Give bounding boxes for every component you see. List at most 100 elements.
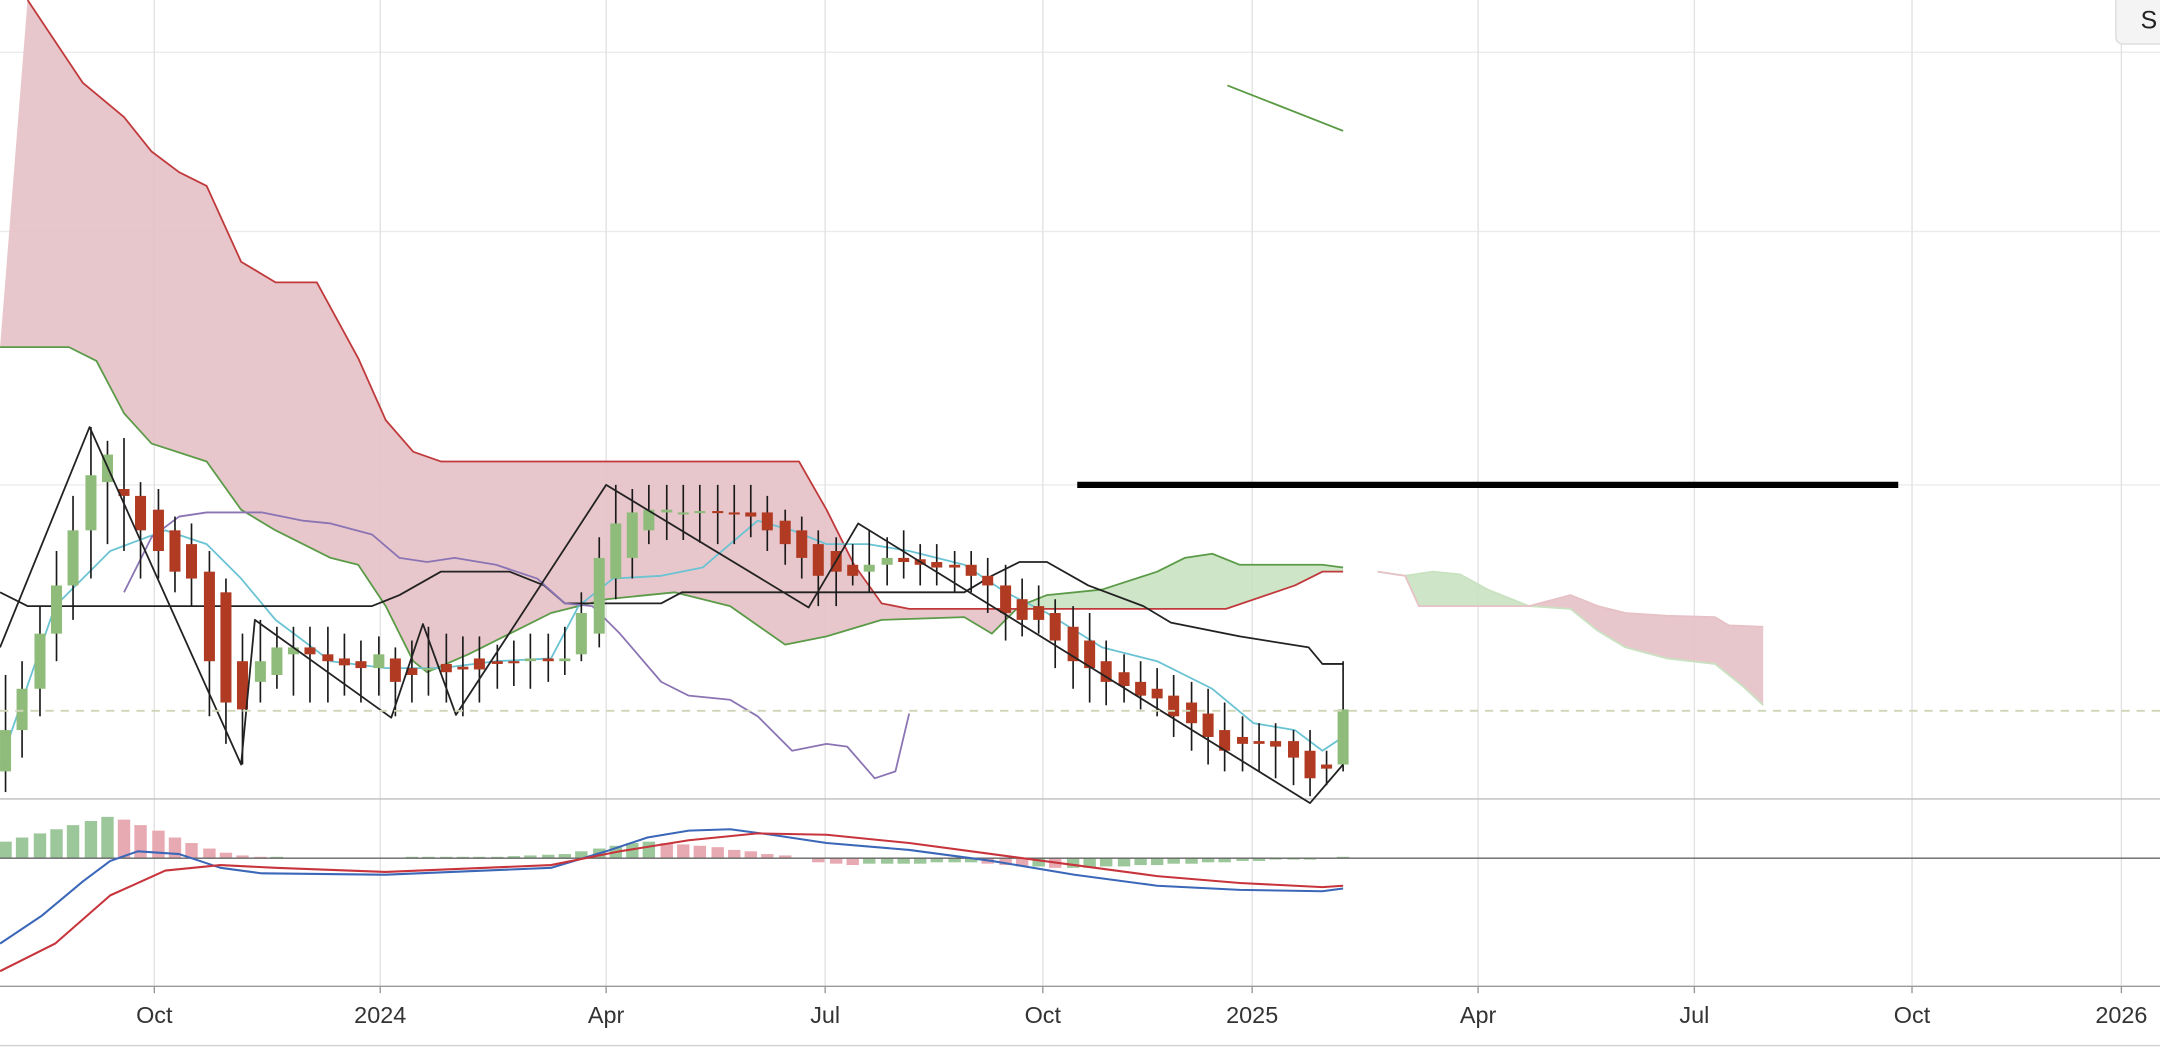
histogram-bar — [507, 856, 521, 859]
histogram-bar — [491, 856, 504, 859]
indicator-line — [0, 561, 1344, 665]
candle-body — [626, 512, 638, 558]
candle-body — [1321, 764, 1333, 769]
histogram-bar — [863, 858, 876, 864]
candle-body — [169, 530, 181, 572]
histogram-bar — [456, 856, 470, 859]
candle-body — [67, 530, 79, 586]
candle-body — [1016, 599, 1028, 620]
candle-body — [422, 668, 434, 671]
candle-body — [965, 564, 977, 576]
candle-body — [812, 544, 824, 576]
candle-body — [542, 658, 554, 662]
histogram-bar — [761, 854, 774, 859]
candle-body — [51, 585, 63, 634]
cloud-edge-line — [26, 0, 1344, 610]
candle-body — [1151, 688, 1163, 699]
candle-body — [779, 520, 791, 545]
candle-body — [338, 658, 350, 666]
histogram-bar — [185, 843, 198, 859]
x-tick-label: 2024 — [354, 1002, 406, 1028]
candle-body — [982, 575, 994, 586]
histogram-bar — [1134, 858, 1147, 866]
candle-body — [304, 647, 316, 655]
histogram-bar — [1252, 858, 1266, 861]
histogram-bar — [405, 856, 419, 859]
histogram-bar — [236, 855, 249, 859]
histogram-bar — [152, 830, 165, 859]
candle-body — [322, 654, 334, 662]
histogram-bar — [270, 856, 284, 859]
histogram-bar — [693, 845, 707, 859]
candle-body — [1219, 730, 1231, 751]
histogram-bar — [1117, 858, 1131, 867]
histogram-bar — [1336, 856, 1350, 859]
candle-body — [85, 475, 97, 531]
candle-body — [863, 564, 875, 572]
candle-body — [898, 557, 910, 563]
candle-body — [185, 544, 198, 579]
candle-body — [559, 658, 571, 662]
candle-body — [745, 512, 757, 517]
trend-line — [0, 426, 1344, 804]
histogram-bar — [1015, 858, 1029, 867]
histogram-bar — [84, 820, 98, 859]
histogram-bar — [1167, 858, 1180, 864]
candle-body — [1168, 695, 1180, 717]
cloud-fill — [1377, 571, 1764, 706]
candle-body — [1253, 741, 1265, 744]
x-tick-label: Apr — [588, 1002, 625, 1028]
histogram-bar — [101, 816, 114, 859]
settings-button[interactable]: S — [2115, 0, 2160, 45]
button-box — [2115, 0, 2160, 45]
candle-body — [712, 511, 724, 514]
candle-body — [1304, 750, 1316, 779]
histogram-bar — [66, 825, 80, 859]
candle-body — [949, 564, 961, 568]
histogram-bar — [1066, 858, 1080, 868]
histogram-bar — [660, 843, 673, 859]
candle-body — [1100, 661, 1112, 682]
histogram-bar — [728, 849, 741, 859]
candle-body — [1270, 741, 1282, 747]
candle-body — [34, 633, 46, 689]
x-tick-label: 2025 — [1226, 1002, 1278, 1028]
candle-body — [881, 557, 893, 565]
candle-body — [728, 512, 740, 515]
candle-body — [220, 592, 232, 703]
candle-body — [1118, 672, 1130, 686]
histogram-bar — [33, 833, 47, 859]
candle-body — [389, 658, 401, 682]
candle-body — [1186, 702, 1198, 724]
candle-body — [1288, 741, 1300, 758]
candle-body — [287, 647, 299, 655]
histogram-bar — [930, 858, 943, 863]
x-tick-label: Jul — [1679, 1002, 1709, 1028]
candle-body — [1033, 606, 1045, 620]
candle-body — [135, 495, 147, 531]
histogram-bar — [1099, 858, 1113, 867]
histogram-bar — [1083, 858, 1096, 868]
histogram-bar — [524, 855, 537, 859]
x-tick-label: Oct — [1025, 1002, 1062, 1028]
candle-body — [355, 661, 367, 669]
histogram-bar — [948, 858, 961, 863]
histogram-bar — [677, 844, 690, 859]
histogram-bar — [744, 851, 757, 859]
histogram-bar — [203, 848, 216, 859]
candle-body — [508, 661, 520, 664]
x-tick-label: 2026 — [2095, 1002, 2147, 1028]
candle-body — [643, 509, 655, 531]
candle-body — [661, 509, 673, 513]
histogram-bar — [964, 858, 978, 863]
histogram-bar — [254, 856, 267, 859]
histogram-bar — [422, 856, 435, 859]
candle-body — [1237, 736, 1249, 744]
candle-body — [931, 562, 943, 568]
candle-body — [473, 658, 485, 670]
indicator-line — [123, 511, 911, 780]
candle-body — [373, 654, 385, 669]
candle-body — [761, 512, 773, 531]
